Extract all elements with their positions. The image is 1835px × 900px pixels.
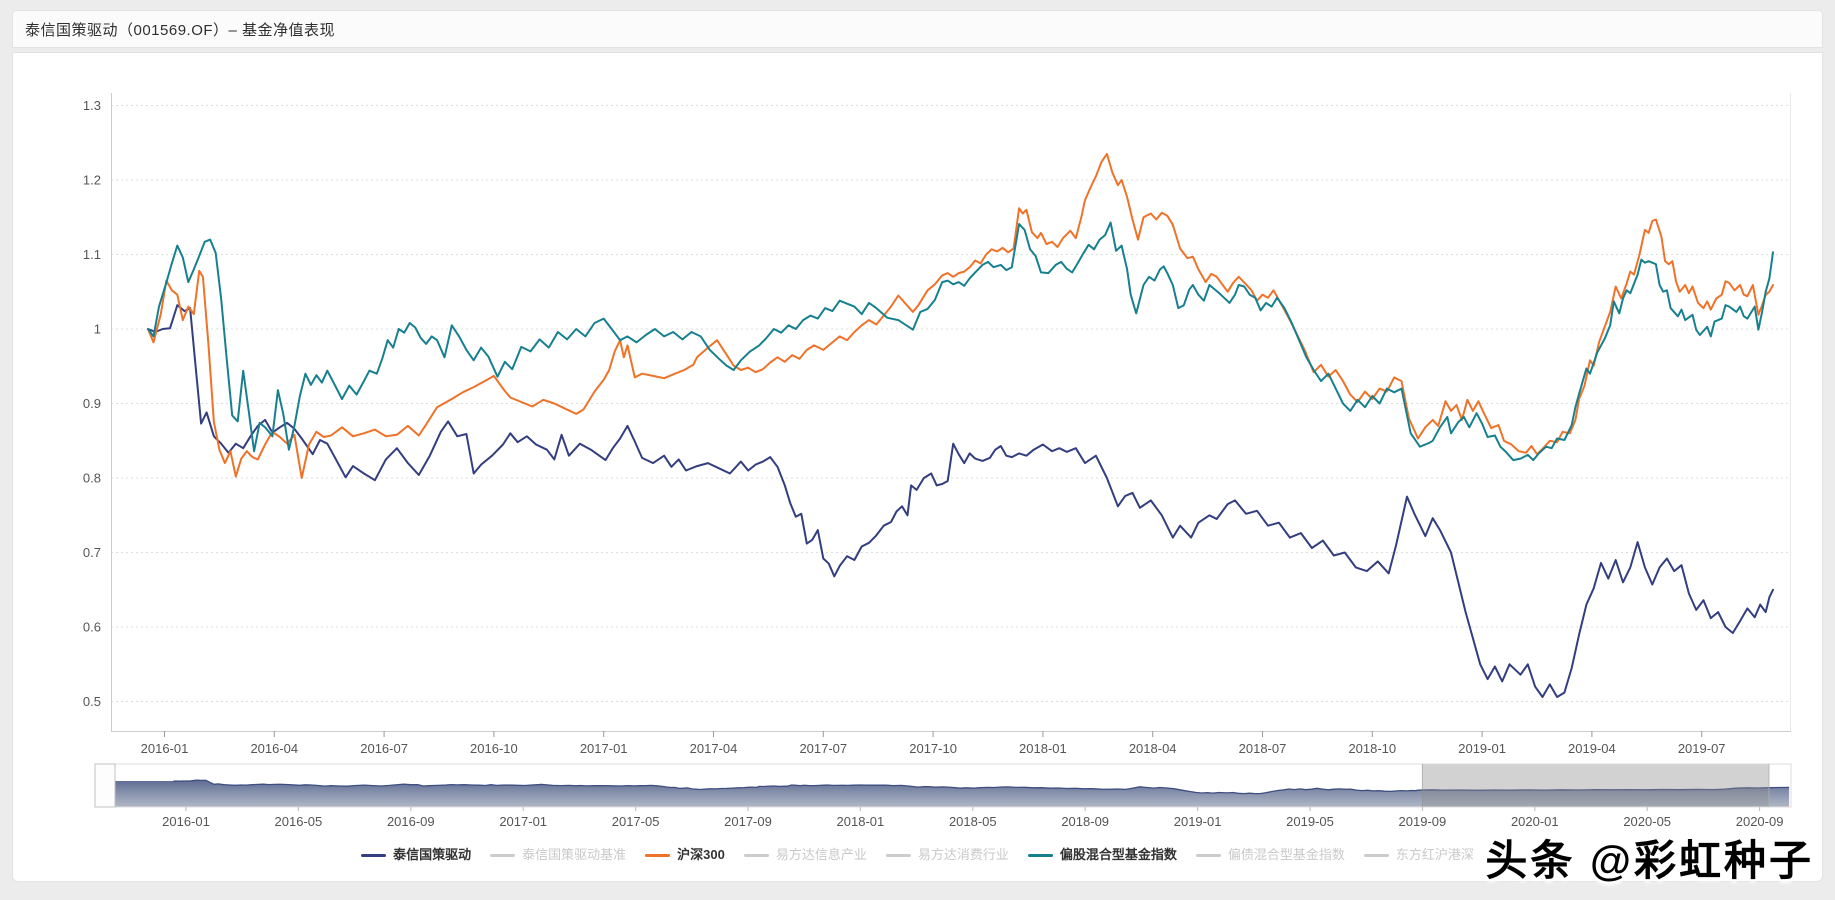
legend-label: 泰信国策驱动 — [393, 847, 472, 862]
slider-axis-label: 2019-05 — [1286, 814, 1334, 829]
x-axis-label: 2018-10 — [1348, 741, 1396, 756]
legend-item-易方达消费行业[interactable]: 易方达消费行业 — [885, 845, 1009, 865]
legend-line-swatch — [743, 853, 769, 857]
slider-axis-label: 2016-01 — [162, 814, 210, 829]
legend-line-swatch — [490, 853, 516, 857]
slider-axis-label: 2017-09 — [724, 814, 772, 829]
legend-item-偏股混合型基金指数[interactable]: 偏股混合型基金指数 — [1027, 845, 1177, 865]
series-line-偏股混合型基金指数 — [147, 221, 1774, 462]
y-axis-label: 1 — [94, 322, 101, 337]
legend-line-swatch — [1195, 853, 1221, 857]
slider-axis-label: 2017-01 — [499, 814, 547, 829]
legend-label: 偏债混合型基金指数 — [1227, 847, 1345, 862]
datazoom-unselected-overlay[interactable] — [1422, 764, 1769, 807]
legend-label: 易方达消费行业 — [917, 847, 1009, 862]
y-axis-label: 0.6 — [83, 620, 101, 635]
legend-item-泰信国策驱动[interactable]: 泰信国策驱动 — [361, 845, 471, 865]
x-axis-label: 2017-04 — [690, 741, 738, 756]
watermark-text: 头条 @彩虹种子 — [1485, 837, 1814, 884]
legend-line-swatch — [1027, 853, 1053, 857]
legend-line-swatch — [1363, 853, 1389, 857]
chart-legend: 泰信国策驱动 泰信国策驱动基准 沪深300 易方达信息产业 易方达消费行业 偏股混合型基金… — [13, 845, 1822, 865]
x-axis-label: 2019-01 — [1458, 741, 1506, 756]
slider-axis-label: 2020-01 — [1511, 814, 1559, 829]
page-title: 泰信国策驱动（001569.OF）– 基金净值表现 — [25, 21, 336, 39]
series-line-泰信国策驱动 — [147, 304, 1774, 698]
y-axis-label: 1.3 — [83, 98, 101, 113]
legend-item-泰信国策驱动基准[interactable]: 泰信国策驱动基准 — [490, 845, 626, 865]
x-axis-label: 2016-04 — [250, 741, 298, 756]
fund-nav-line-chart: 0.5 0.6 0.7 0.8 0.9 1 1.1 1.2 1.3 2016-01 2016-04 2… — [83, 93, 1792, 829]
slider-axis-label: 2016-05 — [275, 814, 323, 829]
y-axis-label: 0.5 — [83, 694, 101, 709]
x-axis-label: 2017-10 — [909, 741, 957, 756]
x-axis-label: 2017-01 — [580, 741, 628, 756]
y-axis-label: 0.8 — [83, 471, 101, 486]
datazoom-area[interactable] — [115, 780, 1790, 807]
series-line-沪深300 — [147, 152, 1774, 479]
chart-card: 0.5 0.6 0.7 0.8 0.9 1 1.1 1.2 1.3 2016-01 2016-04 2… — [12, 52, 1823, 884]
slider-axis-label: 2018-05 — [949, 814, 997, 829]
y-axis-label: 0.7 — [83, 545, 101, 560]
legend-item-东方红沪港深[interactable]: 东方红沪港深 — [1363, 845, 1474, 865]
slider-axis-label: 2016-09 — [387, 814, 435, 829]
y-axis-label: 0.9 — [83, 396, 101, 411]
title-bar: 泰信国策驱动（001569.OF）– 基金净值表现 — [12, 10, 1823, 48]
legend-item-易方达信息产业[interactable]: 易方达信息产业 — [743, 845, 867, 865]
slider-axis-label: 2019-01 — [1174, 814, 1222, 829]
slider-axis-label: 2018-01 — [837, 814, 885, 829]
x-axis-label: 2018-01 — [1019, 741, 1067, 756]
legend-label: 泰信国策驱动基准 — [522, 847, 627, 862]
y-axis-label: 1.2 — [83, 173, 101, 188]
x-axis-label: 2016-01 — [141, 741, 189, 756]
slider-axis-label: 2018-09 — [1061, 814, 1109, 829]
legend-item-偏债混合型基金指数[interactable]: 偏债混合型基金指数 — [1195, 845, 1345, 865]
x-axis-label: 2018-07 — [1239, 741, 1287, 756]
legend-line-swatch — [645, 853, 671, 857]
x-axis-label: 2016-07 — [360, 741, 408, 756]
x-axis-label: 2017-07 — [799, 741, 847, 756]
slider-axis-label: 2017-05 — [612, 814, 660, 829]
legend-label: 易方达信息产业 — [775, 847, 867, 862]
slider-axis-label: 2020-05 — [1623, 814, 1671, 829]
slider-axis-label: 2019-09 — [1399, 814, 1447, 829]
x-axis-label: 2016-10 — [470, 741, 518, 756]
slider-axis-label: 2020-09 — [1736, 814, 1784, 829]
legend-label: 沪深300 — [677, 847, 725, 862]
datazoom-area-line — [173, 779, 1790, 795]
legend-line-swatch — [885, 853, 911, 857]
datazoom-left-handle[interactable] — [94, 763, 116, 808]
x-axis-label: 2019-07 — [1678, 741, 1726, 756]
y-axis-label: 1.1 — [83, 247, 101, 262]
legend-label: 偏股混合型基金指数 — [1059, 847, 1177, 862]
legend-item-沪深300[interactable]: 沪深300 — [645, 845, 725, 865]
legend-line-swatch — [361, 853, 387, 857]
legend-label: 东方红沪港深 — [1395, 847, 1474, 862]
x-axis-label: 2019-04 — [1568, 741, 1616, 756]
x-axis-label: 2018-04 — [1129, 741, 1177, 756]
